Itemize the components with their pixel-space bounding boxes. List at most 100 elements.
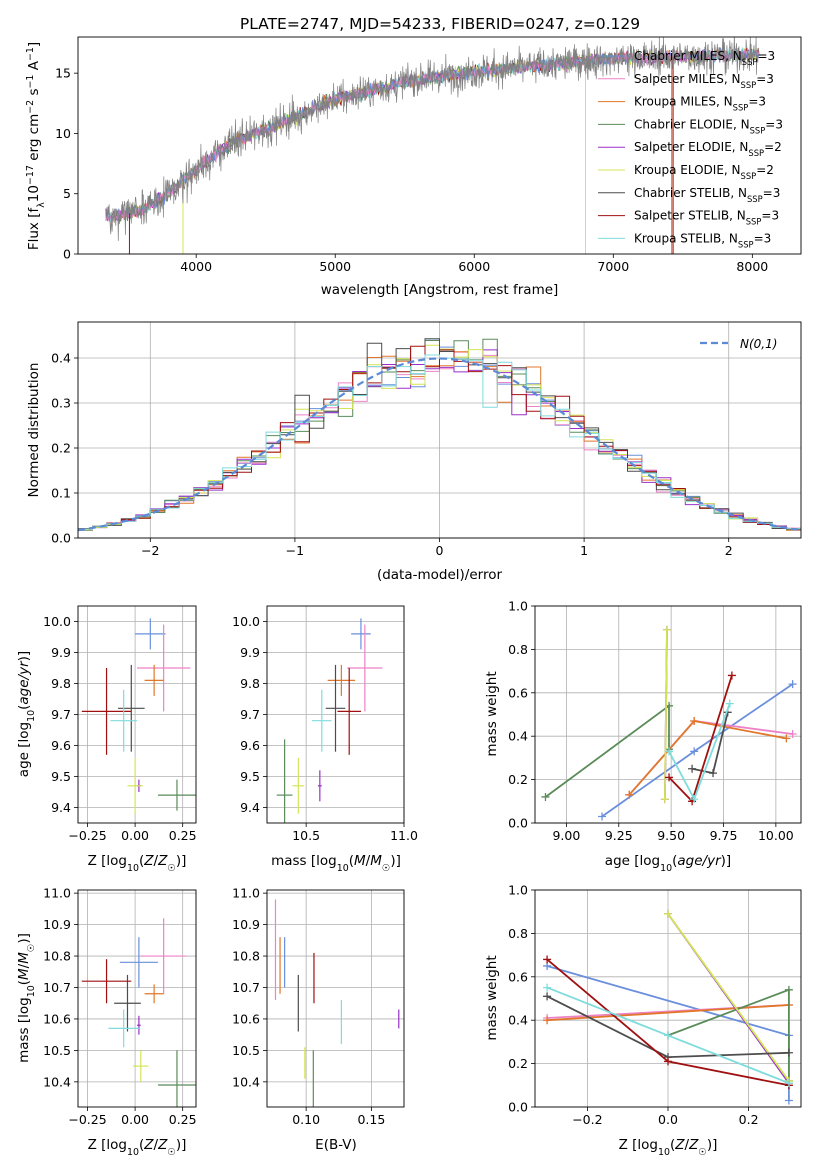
label-part: ☉ [167, 1147, 175, 1158]
y-tick-label: 0.2 [51, 441, 71, 456]
label-part: ☉ [26, 944, 37, 952]
legend-entry: Chabrier STELIB, NSSP=3 [634, 186, 780, 204]
legend-nssp: =3 [756, 72, 774, 86]
errorbar-point [119, 937, 158, 988]
y-tick-label: 9.4 [240, 800, 260, 815]
label-part: )] [16, 651, 32, 662]
label-part: )] [721, 853, 732, 869]
legend-sub: SSP [741, 80, 757, 90]
errorbar-point [312, 689, 332, 752]
x-tick-label: 0.00 [121, 1112, 149, 1127]
legend-sub: SSP [748, 148, 764, 158]
mass-vs-ebv-plot-area [274, 899, 400, 1107]
x-tick-label: 6000 [458, 259, 490, 274]
y-tick-label: 0.0 [51, 531, 71, 546]
x-tick-label: 0 [436, 543, 444, 558]
label-part: 10 [26, 710, 37, 722]
errorbar-point [110, 689, 137, 752]
y-tick-label: 10.8 [43, 949, 71, 964]
weight-vs-Z-y-label: mass weight [484, 955, 500, 1040]
legend-sub: SSP [750, 125, 766, 135]
weight-point-marker [690, 795, 699, 804]
weight-point-marker [664, 1057, 672, 1066]
mass-vs-Z-y-label: mass [log10(M/M☉)] [16, 933, 37, 1063]
label-part: ( [672, 853, 677, 869]
x-tick-label: 9.75 [710, 828, 738, 843]
errorbar-point [292, 757, 305, 814]
spectrum-frame [77, 36, 802, 255]
y-tick-label: 10.4 [232, 1074, 260, 1089]
errorbar-point [135, 618, 166, 650]
errorbar-point [108, 1009, 139, 1048]
errorbar-point [327, 664, 356, 696]
figure-title: PLATE=2747, MJD=54233, FIBERID=0247, z=0… [240, 15, 640, 33]
label-part: age/yr [16, 660, 32, 705]
spectrum-plot-area [105, 37, 760, 254]
label-part: / [366, 853, 371, 869]
x-tick-label: 0.0 [658, 1112, 678, 1127]
mass-vs-ebv-frame [266, 889, 405, 1108]
weight-vs-Z-x-label: Z [log10(Z/Z☉)] [619, 1137, 718, 1158]
x-tick-label: 7000 [597, 259, 629, 274]
y-tick-label: 10.9 [43, 917, 71, 932]
y-tick-label: 9.7 [51, 707, 71, 722]
weight-point-marker [598, 812, 607, 821]
label-part: Z [log [619, 1137, 658, 1153]
errorbar-point [337, 668, 361, 755]
legend-name: Kroupa STELIB, N [634, 231, 738, 245]
age-vs-Z-axes: −0.25 0.00 0.25 9.4 9.5 9.6 9.7 9.8 9.9 10.0 [43, 606, 197, 843]
legend-entry: Salpeter MILES, NSSP=3 [634, 72, 774, 90]
legend-entry: Kroupa ELODIE, NSSP=2 [634, 163, 774, 181]
x-tick-label: −0.25 [68, 1112, 106, 1127]
errorbar-point [114, 974, 141, 1032]
weight-point-marker [709, 769, 718, 778]
errorbar-point [325, 664, 346, 752]
x-tick-label: 9.00 [552, 828, 580, 843]
errorbar-point [81, 959, 132, 1004]
weight-point-marker [543, 1016, 552, 1025]
weight-line-kroupa-stelib [668, 703, 731, 802]
y-tick-label: 0.1 [51, 486, 71, 501]
label-part: Z [143, 853, 154, 869]
residuals-x-label: (data-model)/error [377, 567, 503, 583]
weight-vs-Z-plot-area [543, 909, 793, 1105]
weight-point-marker [784, 1048, 793, 1057]
label-part: 10 [26, 985, 37, 997]
weight-line-kroupa-miles [628, 720, 787, 796]
label-part: Z [157, 1137, 168, 1153]
label-part: −2 [25, 100, 36, 114]
spectrum-axes: 4000 5000 6000 7000 8000 0 5 10 15 [55, 66, 768, 274]
label-part: 10 [127, 1147, 139, 1158]
errorbar-point [133, 1050, 149, 1082]
x-tick-label: 4000 [180, 259, 212, 274]
x-tick-label: 0.25 [169, 828, 197, 843]
y-tick-label: 10.4 [43, 1074, 71, 1089]
label-part: A [26, 60, 42, 74]
y-tick-label: 0.4 [508, 729, 528, 744]
label-part: ] [26, 42, 42, 47]
weight-point-marker [625, 790, 634, 799]
weight-point-marker [725, 699, 734, 708]
label-part: ( [16, 705, 32, 710]
y-tick-label: 10.5 [43, 1043, 71, 1058]
age-vs-mass-axes: 10.5 11.0 9.4 9.5 9.6 9.7 9.8 9.9 10.0 [232, 606, 418, 843]
x-tick-label: 9.50 [657, 828, 685, 843]
weight-line-kroupa-elodie [664, 629, 668, 800]
label-part: M [370, 853, 382, 869]
weight-vs-age-y-label: mass weight [484, 671, 500, 756]
y-tick-label: 10.7 [43, 980, 71, 995]
weight-point-marker [543, 955, 552, 964]
legend-nssp: =3 [765, 117, 783, 131]
errorbar-point [276, 739, 293, 823]
errorbar-point [137, 1015, 141, 1035]
label-part: −17 [25, 165, 36, 185]
y-tick-label: 0.6 [508, 969, 528, 984]
legend-nssp: =3 [763, 186, 781, 200]
legend-entry: Kroupa MILES, NSSP=3 [634, 95, 766, 113]
weight-point-marker [543, 992, 552, 1001]
y-tick-label: 9.8 [51, 676, 71, 691]
x-tick-label: 0.00 [121, 828, 149, 843]
y-tick-label: 5 [63, 186, 71, 201]
y-tick-label: 10.0 [232, 614, 260, 629]
